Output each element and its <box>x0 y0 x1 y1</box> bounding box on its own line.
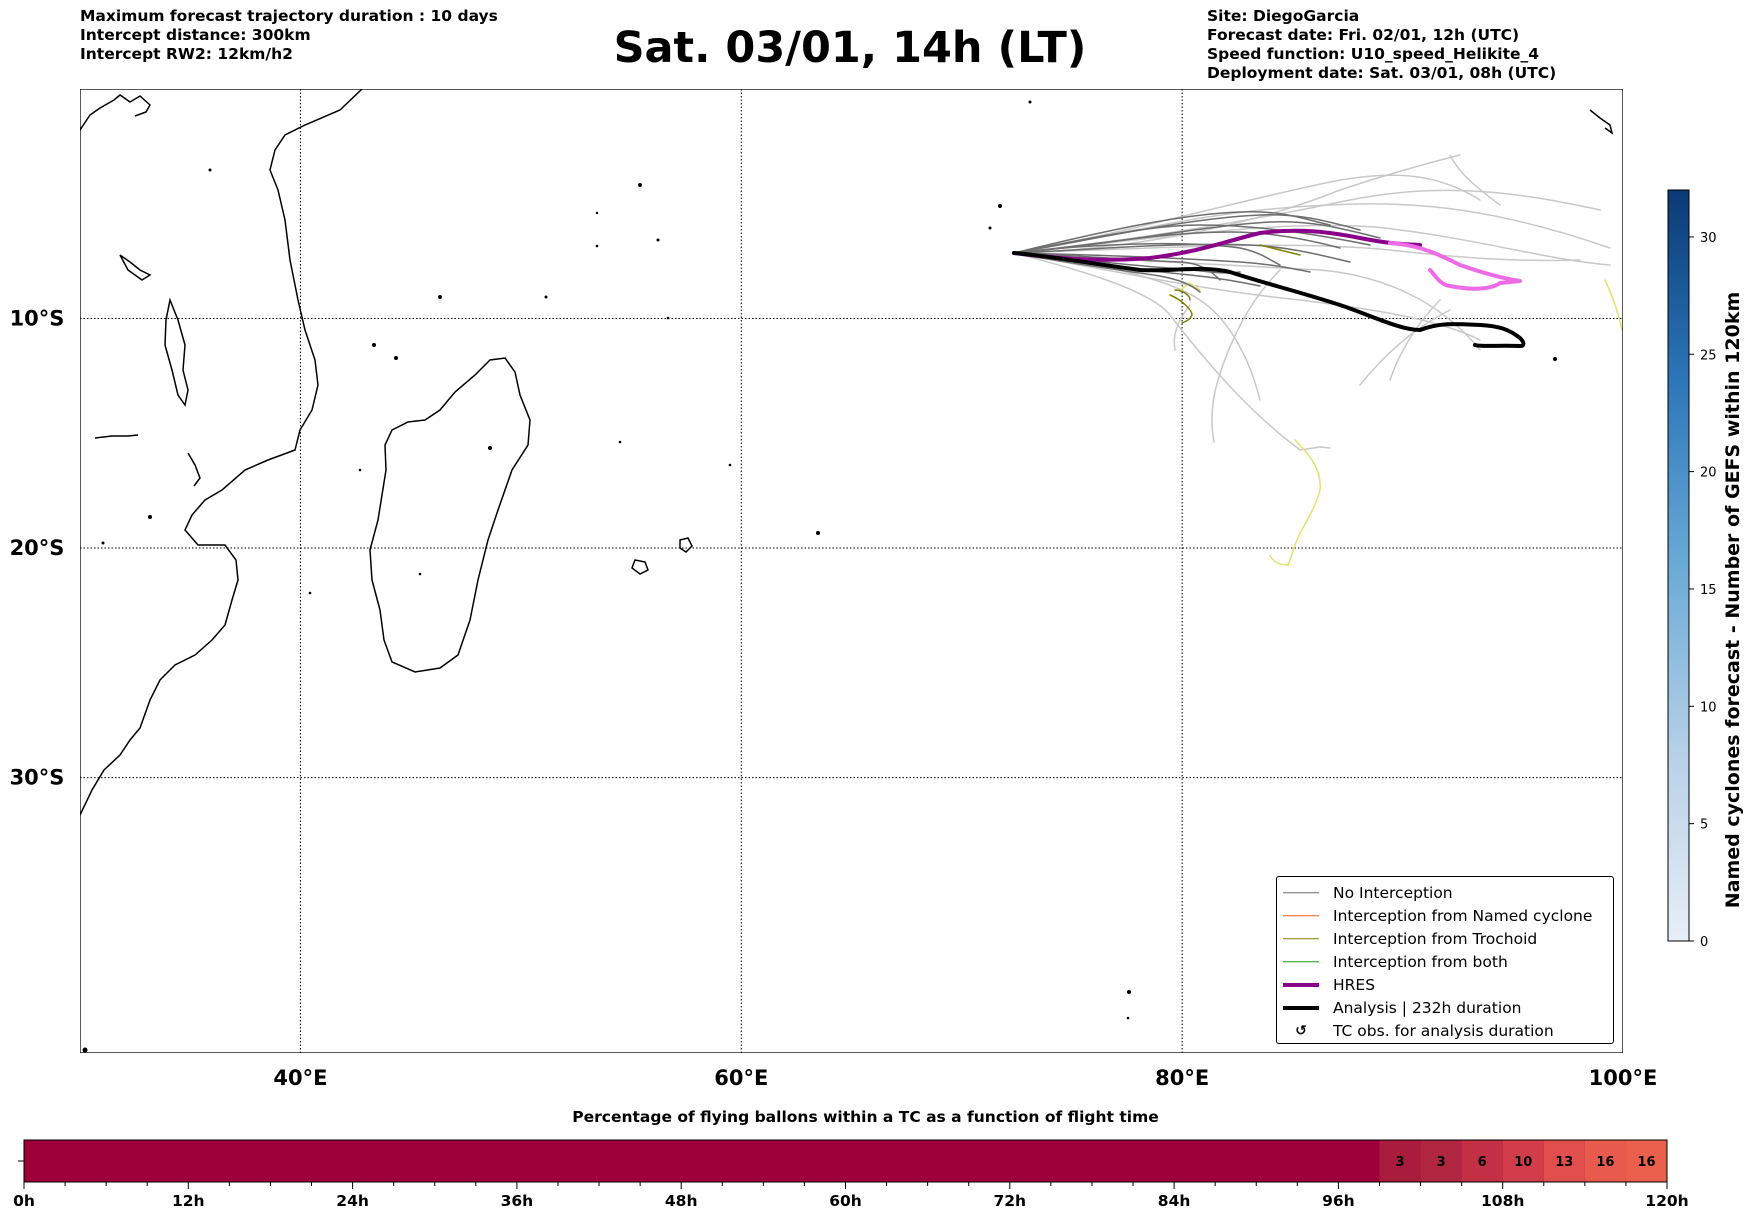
speed-function-text: Speed function: U10_speed_Helikite_4 <box>1207 45 1540 63</box>
analysis-track <box>1012 251 1526 348</box>
axis-labels: 40°E 60°E 80°E 100°E 10°S 20°S 30°S <box>10 307 1658 1090</box>
y-tick-label: 10°S <box>10 307 65 331</box>
y-tick-label: 30°S <box>10 766 65 790</box>
colorbar-tick-label: 15 <box>1700 583 1717 598</box>
legend-analysis: Analysis | 232h duration <box>1283 996 1607 1019</box>
time-bar-segment-value: 3 <box>1437 1155 1446 1170</box>
colorbar-tick-label: 0 <box>1700 935 1708 950</box>
time-bar-segment <box>1543 1140 1585 1182</box>
time-bar-title: Percentage of flying ballons within a TC… <box>572 1108 1159 1126</box>
time-bar-tick-label: 60h <box>829 1192 862 1210</box>
time-bar-segment <box>1584 1140 1626 1182</box>
x-tick-label: 60°E <box>714 1066 768 1090</box>
time-bar-ticks: 0h 12h 24h 36h 48h 60h 72h 84h 96h 108h 120h <box>13 1182 1689 1210</box>
y-tick-label: 20°S <box>10 536 65 560</box>
header-left-info: Maximum forecast trajectory duration : 1… <box>80 7 498 64</box>
hres-track-late <box>1388 241 1522 291</box>
legend-tc-obs: ↺ TC obs. for analysis duration <box>1283 1020 1607 1043</box>
time-bar-tick-label: 84h <box>1158 1192 1191 1210</box>
tc-obs-icon: ↺ <box>1295 1023 1307 1040</box>
time-bar-tick-label: 0h <box>13 1192 35 1210</box>
time-bar-tick-label: 120h <box>1645 1192 1688 1210</box>
time-bar-tick-label: 96h <box>1322 1192 1355 1210</box>
time-bar-segment <box>1625 1140 1667 1182</box>
colorbar: 0 5 10 15 20 25 30 <box>1667 189 1717 950</box>
time-bar-segment-value: 16 <box>1637 1155 1655 1170</box>
site-text: Site: DiegoGarcia <box>1207 7 1360 25</box>
legend: No Interception Interception from Named … <box>1276 876 1614 1044</box>
colorbar-gradient <box>1667 189 1690 942</box>
seychelles-outline <box>119 254 152 281</box>
time-bar-tick-label: 72h <box>993 1192 1026 1210</box>
time-bar-segment <box>1379 1140 1421 1182</box>
max-duration-text: Maximum forecast trajectory duration : 1… <box>80 7 498 25</box>
coastlines <box>80 89 1614 816</box>
legend-named-cyclone: Interception from Named cyclone <box>1283 904 1607 927</box>
colorbar-tick-label: 25 <box>1700 348 1717 363</box>
colorbar-ticks: 0 5 10 15 20 25 30 <box>1689 231 1717 950</box>
deployment-date-text: Deployment date: Sat. 03/01, 08h (UTC) <box>1207 64 1557 82</box>
time-bar-tick-label: 12h <box>172 1192 205 1210</box>
time-bar-segment <box>1420 1140 1462 1182</box>
x-tick-label: 40°E <box>273 1066 327 1090</box>
time-bar-segment <box>1461 1140 1503 1182</box>
island-1 <box>164 297 189 407</box>
mauritius-outline <box>631 559 649 575</box>
time-bar-tick-label: 48h <box>665 1192 698 1210</box>
legend-both: Interception from both <box>1283 950 1607 973</box>
arabia-coastline <box>80 94 151 131</box>
intercept-rw2-text: Intercept RW2: 12km/h2 <box>80 45 293 63</box>
legend-trochoid-swatch <box>1283 937 1319 940</box>
reunion-outline <box>679 537 693 553</box>
legend-hres-swatch <box>1283 982 1319 987</box>
map-title: Sat. 03/01, 14h (LT) <box>613 23 1087 73</box>
colorbar-label: Named cyclones forecast - Number of GEFS… <box>1722 291 1744 909</box>
small-islands <box>82 100 1557 1053</box>
gridlines <box>80 89 1623 1053</box>
legend-hres: HRES <box>1283 973 1607 996</box>
x-tick-label: 80°E <box>1155 1066 1209 1090</box>
legend-trochoid: Interception from Trochoid <box>1283 927 1607 950</box>
colorbar-tick-label: 20 <box>1700 466 1717 481</box>
time-bar-segment-value: 6 <box>1478 1155 1487 1170</box>
time-bar-tick-label: 36h <box>501 1192 534 1210</box>
header-right-info: Site: DiegoGarcia Forecast date: Fri. 02… <box>1207 7 1556 83</box>
legend-analysis-swatch <box>1283 1006 1319 1011</box>
trajectories <box>1012 154 1623 566</box>
colorbar-tick-label: 5 <box>1700 818 1708 833</box>
time-bar-tick-label: 24h <box>336 1192 369 1210</box>
time-bar-segment-value: 13 <box>1555 1155 1573 1170</box>
hres-track <box>1012 228 1422 262</box>
forecast-date-text: Forecast date: Fri. 02/01, 12h (UTC) <box>1207 26 1520 44</box>
lake-outline <box>187 452 201 487</box>
time-bar-segment-value: 3 <box>1395 1155 1404 1170</box>
time-bar-tick-label: 108h <box>1481 1192 1524 1210</box>
time-bar-segment <box>1502 1140 1544 1182</box>
colorbar-tick-label: 30 <box>1700 231 1717 246</box>
africa-coastline <box>80 89 363 816</box>
time-bar: 3 3 6 10 13 16 16 0h 12h 24h 36h 48h 60h 72h 84h 96h 10… <box>13 1139 1689 1210</box>
socotra-outline <box>1589 109 1614 135</box>
colorbar-tick-label: 10 <box>1700 700 1717 715</box>
time-bar-segment-value: 16 <box>1596 1155 1614 1170</box>
legend-named-cyclone-swatch <box>1283 914 1319 917</box>
x-tick-label: 100°E <box>1589 1066 1658 1090</box>
legend-no-interception: No Interception <box>1283 881 1607 904</box>
trochoid-tracks <box>1169 244 1301 324</box>
time-bar-segment-value: 10 <box>1514 1155 1532 1170</box>
legend-no-interception-swatch <box>1283 891 1319 894</box>
madagascar-coastline <box>369 357 531 673</box>
trochoid-light-tracks <box>1179 279 1623 566</box>
intercept-distance-text: Intercept distance: 300km <box>80 26 311 44</box>
legend-both-swatch <box>1283 961 1319 963</box>
comoros-outline <box>94 434 139 439</box>
